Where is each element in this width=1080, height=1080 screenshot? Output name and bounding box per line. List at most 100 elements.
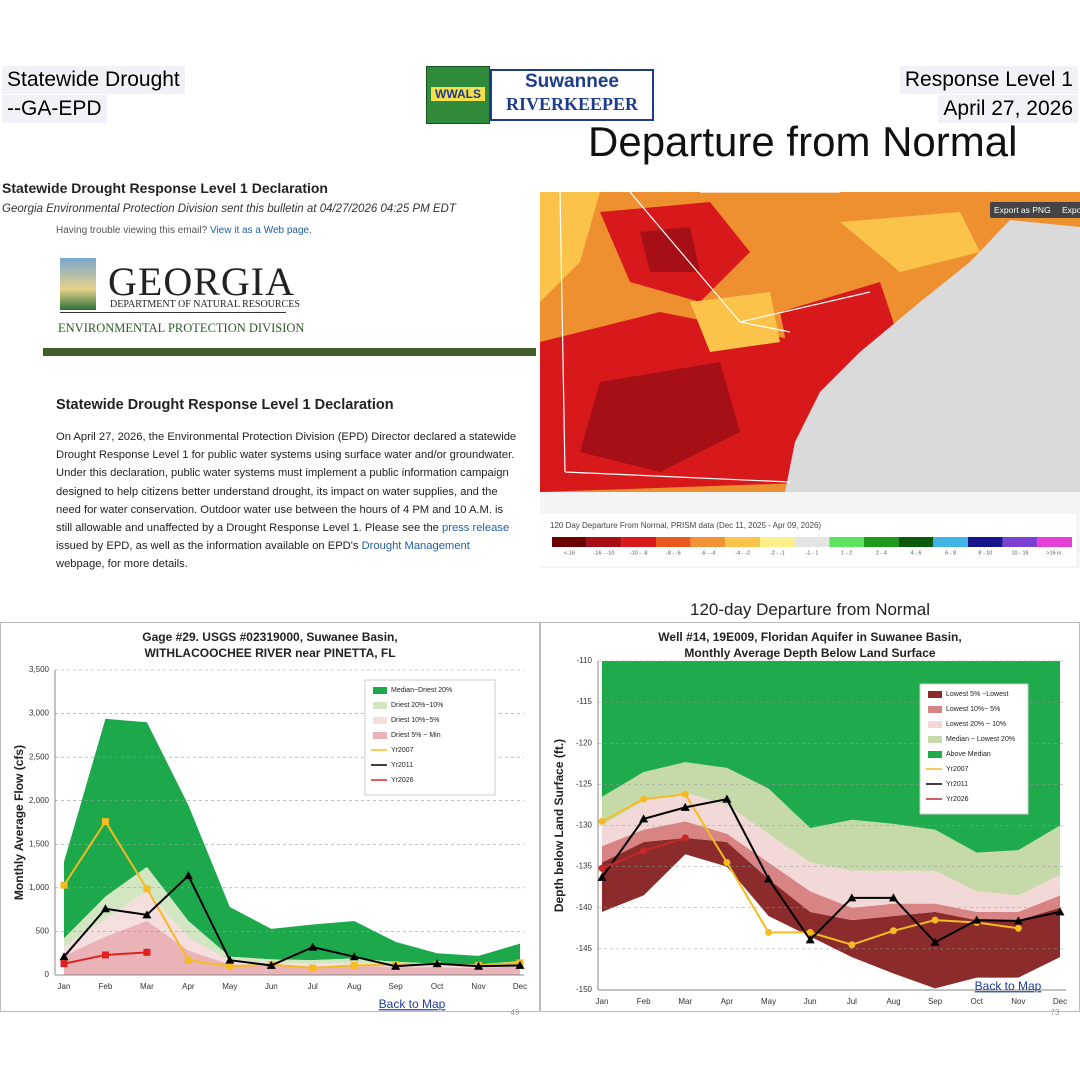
point xyxy=(266,960,276,969)
x-tick-label: Nov xyxy=(471,982,485,991)
legend-swatch xyxy=(552,537,587,547)
web-link[interactable]: View it as a Web page. xyxy=(209,225,312,236)
legend-swatch xyxy=(1002,537,1038,547)
press-link[interactable]: press release xyxy=(442,522,510,535)
legend-label: -1 - 1 xyxy=(806,550,819,556)
legend-swatch xyxy=(928,751,942,758)
x-tick-label: Mar xyxy=(140,982,154,991)
logo-name: Suwannee xyxy=(525,71,619,92)
legend-title: 120 Day Departure From Normal, PRISM dat… xyxy=(550,521,821,530)
x-tick-label: May xyxy=(222,982,237,991)
band xyxy=(64,718,520,965)
point xyxy=(350,961,358,969)
legend-swatch xyxy=(586,537,622,547)
band xyxy=(64,920,520,975)
y-tick-label: -130 xyxy=(576,821,593,830)
point xyxy=(184,956,192,964)
point xyxy=(101,951,109,959)
point xyxy=(764,874,774,883)
export-button[interactable] xyxy=(1058,202,1080,218)
band xyxy=(602,792,1060,912)
point xyxy=(931,916,939,924)
legend-label: -4 - -2 xyxy=(735,550,750,556)
legend-swatch xyxy=(928,691,942,698)
x-tick-label: Apr xyxy=(182,982,195,991)
legend-label: Yr2007 xyxy=(946,766,969,773)
body-text: issued by EPD, as well as the informatio… xyxy=(56,540,359,553)
legend-label: 10 - 16 xyxy=(1011,550,1028,556)
legend-box xyxy=(919,683,1029,815)
point xyxy=(225,955,235,964)
point xyxy=(972,915,982,924)
legend-label: Yr2007 xyxy=(391,747,414,754)
chart-title: Well #14, 19E009, Floridan Aquifer in Su… xyxy=(658,630,961,644)
band xyxy=(602,821,1060,921)
y-tick-label: 3,500 xyxy=(29,665,50,674)
map-region xyxy=(580,362,740,472)
point xyxy=(681,834,689,842)
x-tick-label: Aug xyxy=(886,997,900,1006)
point xyxy=(598,864,606,872)
export-button-label[interactable]: Export xyxy=(1062,205,1080,215)
y-tick-label: -110 xyxy=(577,656,593,665)
y-tick-label: 1,000 xyxy=(29,883,50,892)
x-tick-label: Oct xyxy=(971,997,984,1006)
point xyxy=(101,818,109,826)
x-tick-label: Oct xyxy=(431,982,444,991)
back-link[interactable]: Back to Map xyxy=(379,997,446,1011)
drought-map: Export as PNG Export 120 Day Departure Fro… xyxy=(540,192,1080,568)
legend-label: -8 - -6 xyxy=(666,550,681,556)
legend-label: Lowest 20% ~ 10% xyxy=(946,721,1006,728)
point xyxy=(309,964,317,972)
legend-label: Driest 10%~5% xyxy=(391,717,439,724)
legend-swatch xyxy=(373,702,387,709)
point xyxy=(226,962,234,970)
legend-label: Yr2026 xyxy=(946,796,969,803)
email-sender: Georgia Environmental Protection Divisio… xyxy=(2,203,456,215)
legend-label: Lowest 10%~ 5% xyxy=(946,706,1000,713)
point xyxy=(889,927,897,935)
point xyxy=(640,847,648,855)
legend-label: >16 in. xyxy=(1046,550,1063,556)
x-tick-label: Dec xyxy=(1053,997,1067,1006)
y-tick-label: 2,000 xyxy=(29,796,50,805)
legend-label: Median ~ Lowest 20% xyxy=(946,736,1015,743)
legend-swatch xyxy=(373,732,387,739)
body-text: On April 27, 2026, the Environmental Pro… xyxy=(56,431,517,535)
point xyxy=(1055,907,1065,916)
y-tick-label: -125 xyxy=(576,779,593,788)
x-tick-label: Jul xyxy=(308,982,318,991)
x-tick-label: Nov xyxy=(1011,997,1025,1006)
point xyxy=(888,893,898,902)
x-tick-label: Apr xyxy=(721,997,734,1006)
point xyxy=(142,910,152,919)
email-bar xyxy=(43,348,536,356)
point xyxy=(59,952,69,961)
drought-link[interactable]: Drought Management xyxy=(361,540,470,553)
series-line xyxy=(63,873,521,968)
chart-subtitle: Monthly Average Depth Below Land Surface xyxy=(684,646,935,660)
point xyxy=(183,871,193,880)
point xyxy=(598,817,606,825)
point xyxy=(722,794,732,803)
point xyxy=(1014,924,1022,932)
org-rule xyxy=(60,312,286,313)
x-tick-label: Jan xyxy=(596,997,609,1006)
point xyxy=(391,961,401,970)
legend-swatch xyxy=(760,537,795,547)
point xyxy=(60,881,68,889)
point xyxy=(848,941,856,949)
georgia-icon xyxy=(60,258,96,310)
legend-swatch xyxy=(373,717,387,724)
point xyxy=(515,960,525,969)
header-right-2: April 27, 2026 xyxy=(938,95,1078,123)
logo-sub: RIVERKEEPER xyxy=(505,94,639,114)
flow-chart: Gage #29. USGS #02319000, Suwanee Basin,… xyxy=(0,622,540,1017)
point xyxy=(1013,916,1023,925)
back-link[interactable]: Back to Map xyxy=(975,979,1042,993)
legend-swatch xyxy=(864,537,899,547)
band xyxy=(602,762,1060,896)
export-button[interactable] xyxy=(990,202,1072,218)
band xyxy=(602,837,1060,989)
export-button-label[interactable]: Export as PNG xyxy=(994,205,1051,215)
